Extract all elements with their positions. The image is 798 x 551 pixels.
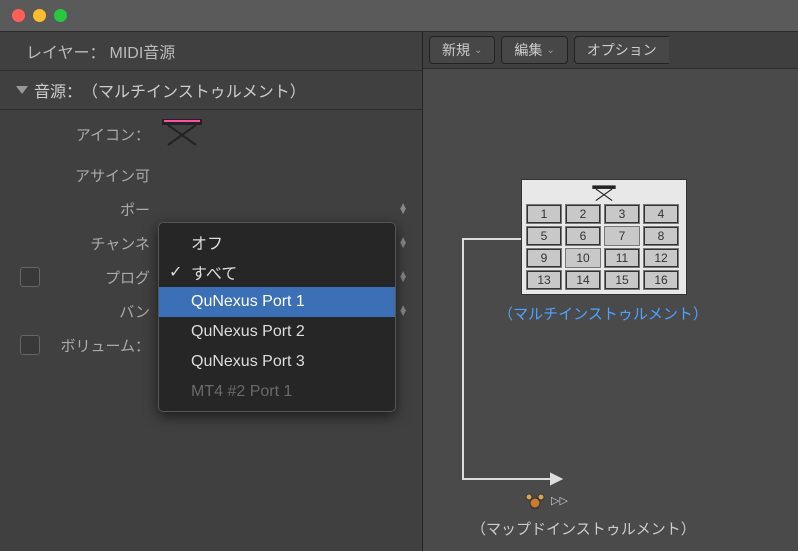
channel-cell[interactable]: 11 — [604, 248, 640, 268]
port-dropdown[interactable]: オフ ✓ すべて QuNexus Port 1 QuNexus Port 2 QuNexu… — [158, 222, 396, 412]
stepper-icon[interactable]: ▲▼ — [398, 306, 408, 316]
mapped-instrument-object[interactable]: ▷▷ （マップドインストゥルメント） — [523, 489, 696, 539]
chevron-down-icon: ⌄ — [474, 45, 482, 56]
port-option[interactable]: ✓ すべて — [159, 257, 395, 287]
program-checkbox[interactable] — [20, 267, 40, 287]
multi-instrument-object[interactable]: 12345678910111213141516 （マルチインストゥルメント） — [521, 179, 691, 324]
channel-cell[interactable]: 13 — [526, 270, 562, 290]
check-icon: ✓ — [169, 262, 182, 282]
channel-grid[interactable]: 12345678910111213141516 — [521, 179, 687, 295]
param-assignable: アサイン可 — [0, 158, 422, 192]
port-option-label: MT4 #2 Port 1 — [191, 383, 292, 401]
layer-label: レイヤー： — [26, 39, 106, 63]
channel-cell[interactable]: 9 — [526, 248, 562, 268]
param-port[interactable]: ポー ▲▼ — [0, 192, 422, 226]
port-option-label: QuNexus Port 3 — [191, 353, 305, 371]
source-value: （マルチインストゥルメント） — [82, 78, 306, 102]
volume-checkbox[interactable] — [20, 335, 40, 355]
edit-button[interactable]: 編集⌄ — [501, 36, 567, 64]
port-option-label: QuNexus Port 1 — [191, 293, 305, 311]
channel-cell[interactable]: 4 — [643, 204, 679, 224]
channel-cell[interactable]: 1 — [526, 204, 562, 224]
environment-panel: 新規⌄ 編集⌄ オプション 12345678910111213141516 — [423, 32, 798, 551]
port-option-label: QuNexus Port 2 — [191, 323, 305, 341]
channel-cell[interactable]: 14 — [565, 270, 601, 290]
disclosure-triangle-icon[interactable] — [16, 86, 28, 94]
toolbar: 新規⌄ 編集⌄ オプション — [423, 32, 798, 69]
close-button[interactable] — [12, 9, 25, 22]
canvas[interactable]: 12345678910111213141516 （マルチインストゥルメント） ▷… — [423, 69, 798, 551]
channel-cell[interactable]: 16 — [643, 270, 679, 290]
minimize-button[interactable] — [33, 9, 46, 22]
main: レイヤー： MIDI音源 音源： （マルチインストゥルメント） アイコン： アサ… — [0, 32, 798, 551]
stepper-icon[interactable]: ▲▼ — [398, 272, 408, 282]
port-option[interactable]: QuNexus Port 1 — [159, 287, 395, 317]
channel-cell[interactable]: 2 — [565, 204, 601, 224]
port-option[interactable]: オフ — [159, 227, 395, 257]
stepper-icon[interactable]: ▲▼ — [398, 238, 408, 248]
param-label-program: プログ — [20, 267, 158, 288]
port-option-label: オフ — [191, 230, 223, 254]
port-option[interactable]: QuNexus Port 3 — [159, 347, 395, 377]
port-option: MT4 #2 Port 1 — [159, 377, 395, 407]
options-button[interactable]: オプション — [574, 36, 669, 64]
maximize-button[interactable] — [54, 9, 67, 22]
window: レイヤー： MIDI音源 音源： （マルチインストゥルメント） アイコン： アサ… — [0, 0, 798, 551]
layer-row[interactable]: レイヤー： MIDI音源 — [0, 32, 422, 71]
port-option[interactable]: QuNexus Port 2 — [159, 317, 395, 347]
titlebar — [0, 0, 798, 32]
param-label-assignable: アサイン可 — [20, 165, 158, 186]
channel-cell[interactable]: 6 — [565, 226, 601, 246]
channel-cell[interactable]: 15 — [604, 270, 640, 290]
source-row[interactable]: 音源： （マルチインストゥルメント） — [0, 71, 422, 110]
channel-cell[interactable]: 3 — [604, 204, 640, 224]
param-label-port: ポー — [20, 199, 158, 220]
keyboard-stand-icon — [526, 184, 682, 202]
channel-cell[interactable]: 10 — [565, 248, 601, 268]
param-icon: アイコン： — [0, 110, 422, 158]
param-label-volume: ボリューム： — [20, 335, 158, 356]
channel-cell[interactable]: 8 — [643, 226, 679, 246]
channel-cell[interactable]: 7 — [604, 226, 640, 246]
stepper-icon[interactable]: ▲▼ — [398, 204, 408, 214]
connector-icon: ▷▷ — [551, 494, 568, 507]
source-label: 音源： — [34, 78, 82, 102]
layer-value: MIDI音源 — [110, 39, 176, 63]
channel-cell[interactable]: 12 — [643, 248, 679, 268]
chevron-down-icon: ⌄ — [546, 45, 554, 56]
multi-instrument-label: （マルチインストゥルメント） — [483, 303, 723, 324]
keyboard-stand-icon[interactable] — [158, 117, 206, 151]
param-label-icon: アイコン： — [20, 124, 158, 145]
mapped-instrument-label: （マップドインストゥルメント） — [471, 518, 696, 539]
drumkit-icon — [523, 489, 547, 512]
new-button[interactable]: 新規⌄ — [429, 36, 495, 64]
param-label-channel: チャンネ — [20, 233, 158, 254]
port-option-label: すべて — [191, 260, 237, 284]
param-label-bank: バン — [20, 301, 158, 322]
channel-cell[interactable]: 5 — [526, 226, 562, 246]
